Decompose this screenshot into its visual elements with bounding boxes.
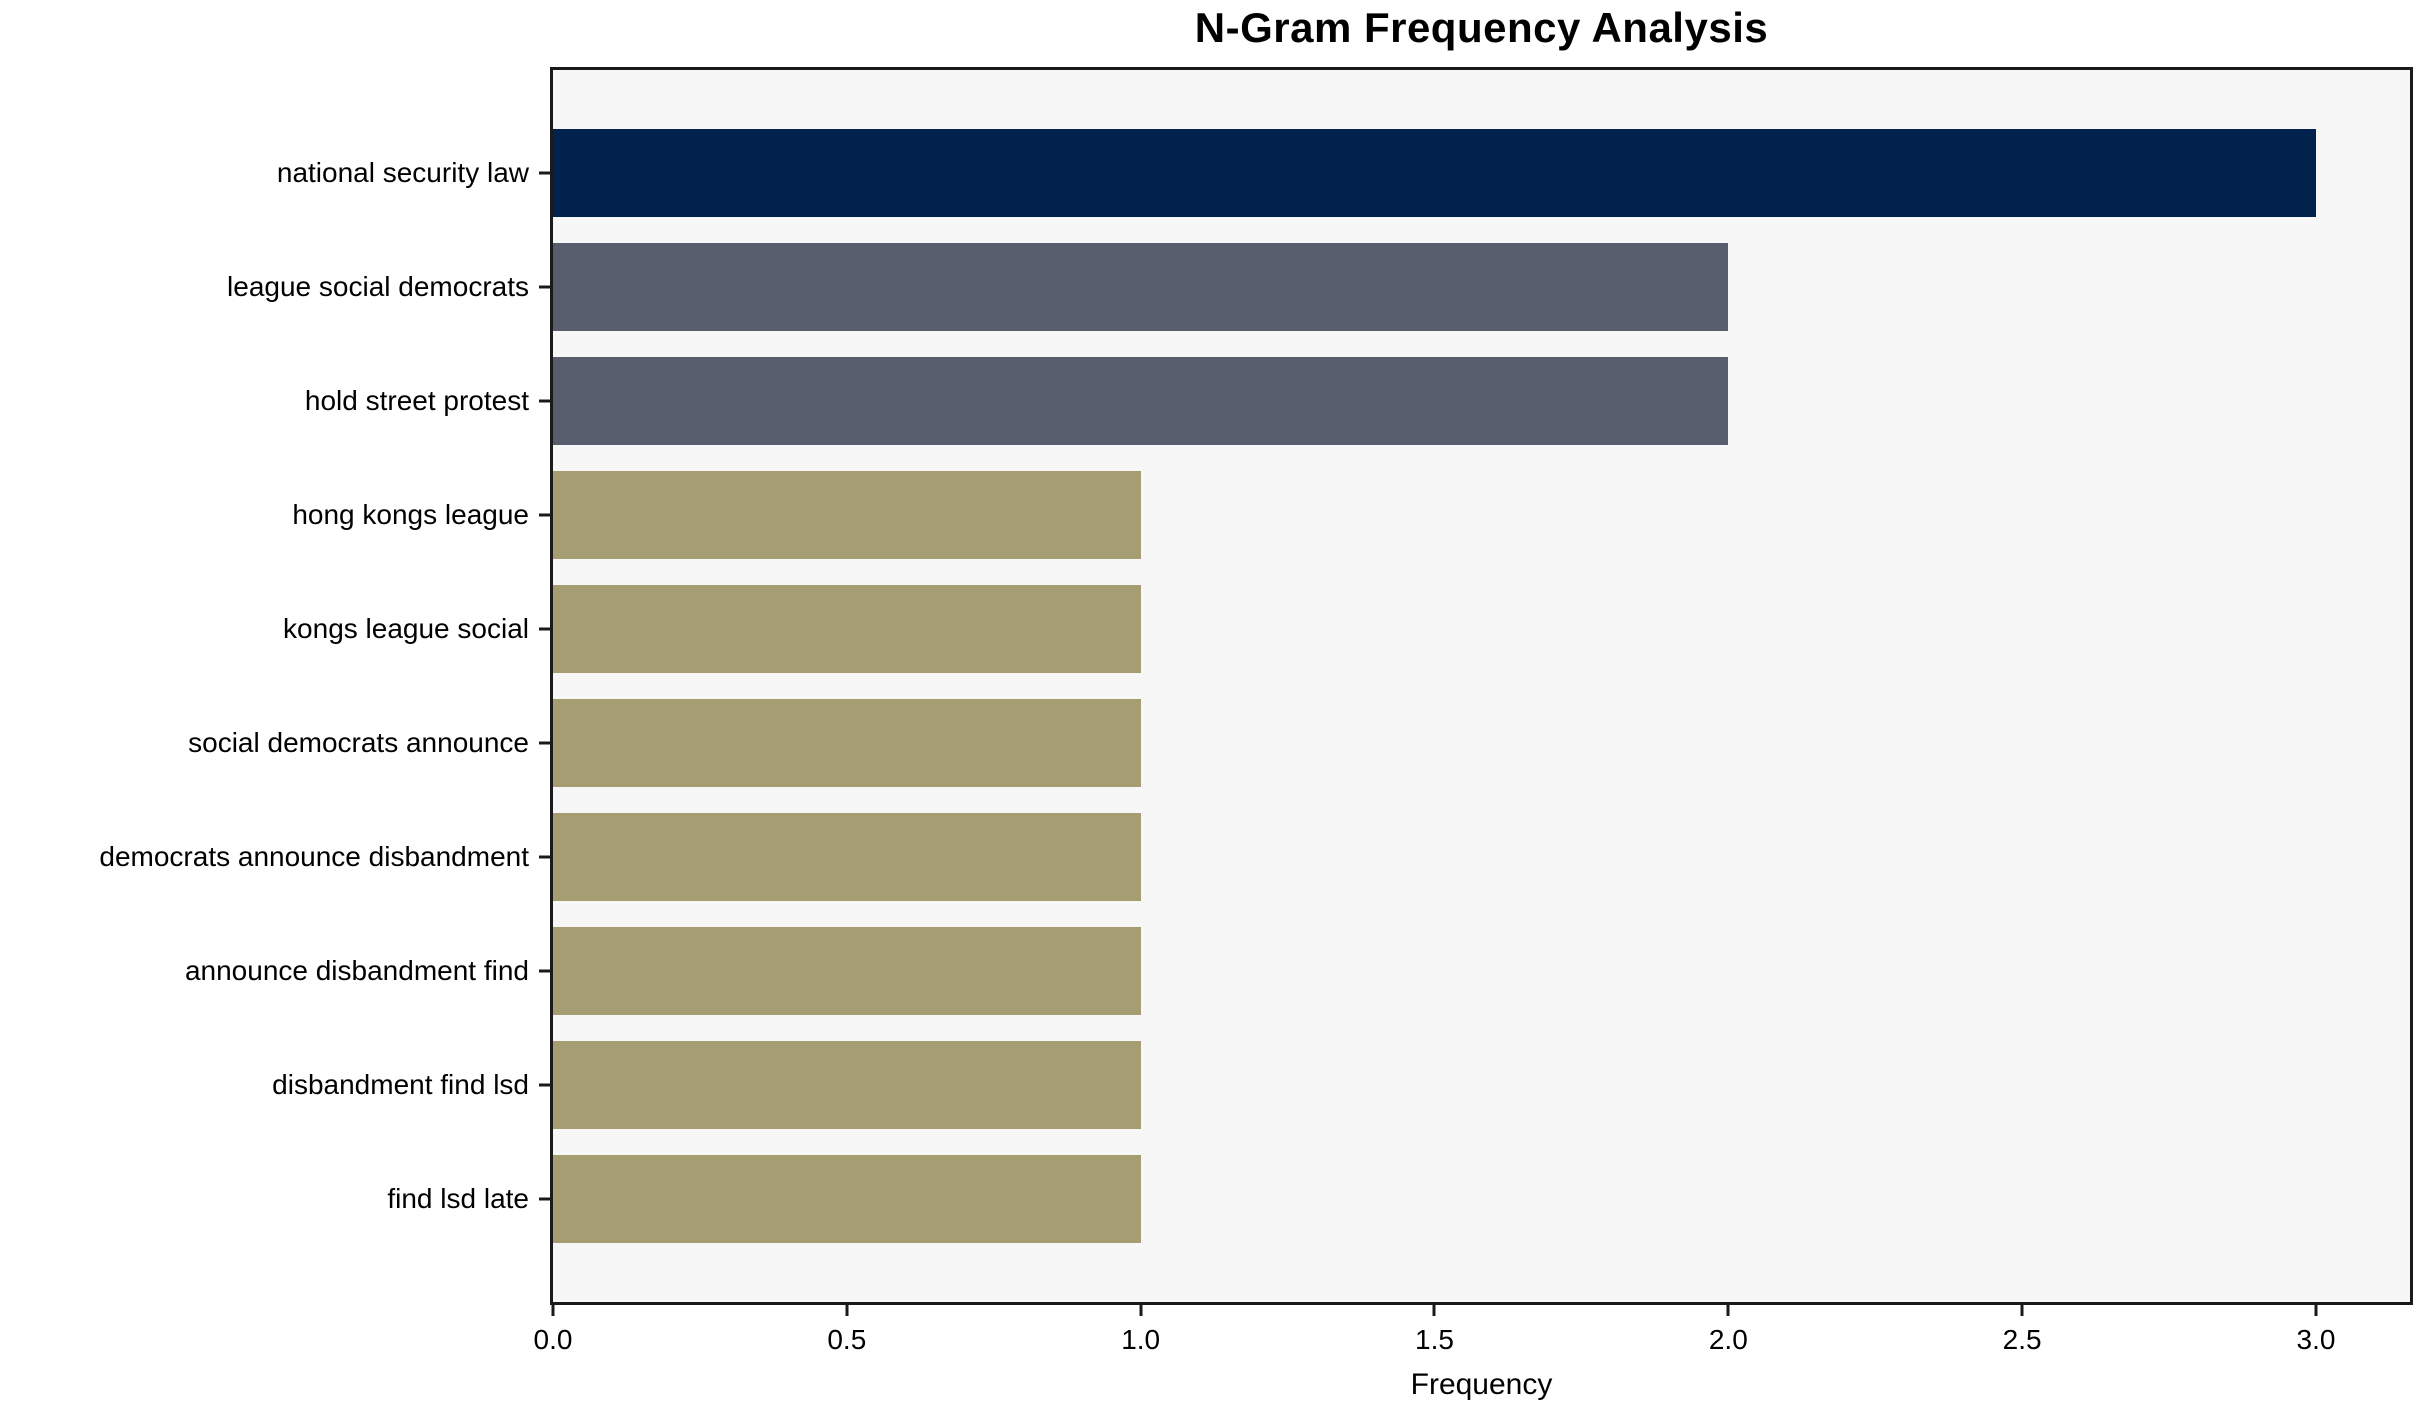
y-tick-label: democrats announce disbandment: [99, 841, 529, 873]
bar: [553, 242, 1729, 331]
x-tick-label: 0.5: [827, 1324, 867, 1355]
bar: [553, 1041, 1141, 1130]
bar: [553, 699, 1141, 788]
x-tick-mark: [1726, 1304, 1730, 1316]
y-tick-label: announce disbandment find: [184, 955, 529, 987]
x-tick-label: 2.0: [1708, 1324, 1748, 1355]
bar: [553, 1155, 1141, 1244]
y-tick-label: social democrats announce: [188, 727, 529, 759]
y-tick-mark: [539, 399, 551, 403]
bar: [553, 356, 1729, 445]
x-tick-label: 1.0: [1121, 1324, 1161, 1355]
y-tick-mark: [539, 285, 551, 289]
chart-title: N-Gram Frequency Analysis: [1194, 4, 1769, 51]
y-tick-mark: [539, 171, 551, 175]
x-tick-label: 3.0: [2296, 1324, 2336, 1355]
y-tick-mark: [539, 1197, 551, 1201]
x-tick-label: 0.0: [533, 1324, 573, 1355]
bar: [553, 128, 2316, 217]
y-tick-label: league social democrats: [227, 270, 529, 302]
bar: [553, 927, 1141, 1016]
x-tick-label: 1.5: [1415, 1324, 1454, 1355]
bar: [553, 584, 1141, 673]
x-tick-mark: [845, 1304, 849, 1316]
y-tick-label: hong kongs league: [292, 498, 529, 530]
y-tick-label: disbandment find lsd: [272, 1069, 529, 1101]
y-tick-mark: [539, 855, 551, 859]
y-tick-mark: [539, 1083, 551, 1087]
x-tick-mark: [1432, 1304, 1436, 1316]
bar: [553, 470, 1141, 559]
plot-area: [553, 70, 2410, 1302]
y-tick-label: kongs league social: [283, 612, 529, 644]
x-tick-label: 2.5: [2002, 1324, 2042, 1355]
bar: [553, 813, 1141, 902]
y-tick-mark: [539, 627, 551, 631]
x-tick-mark: [551, 1304, 555, 1316]
y-tick-label: national security law: [276, 156, 529, 188]
x-axis-label: Frequency: [1410, 1368, 1553, 1401]
x-tick-mark: [2314, 1304, 2318, 1316]
x-tick-mark: [2020, 1304, 2024, 1316]
y-tick-mark: [539, 969, 551, 973]
y-tick-label: hold street protest: [304, 384, 529, 416]
y-tick-mark: [539, 741, 551, 745]
y-tick-mark: [539, 513, 551, 517]
y-tick-label: find lsd late: [387, 1183, 529, 1215]
x-tick-mark: [1139, 1304, 1143, 1316]
